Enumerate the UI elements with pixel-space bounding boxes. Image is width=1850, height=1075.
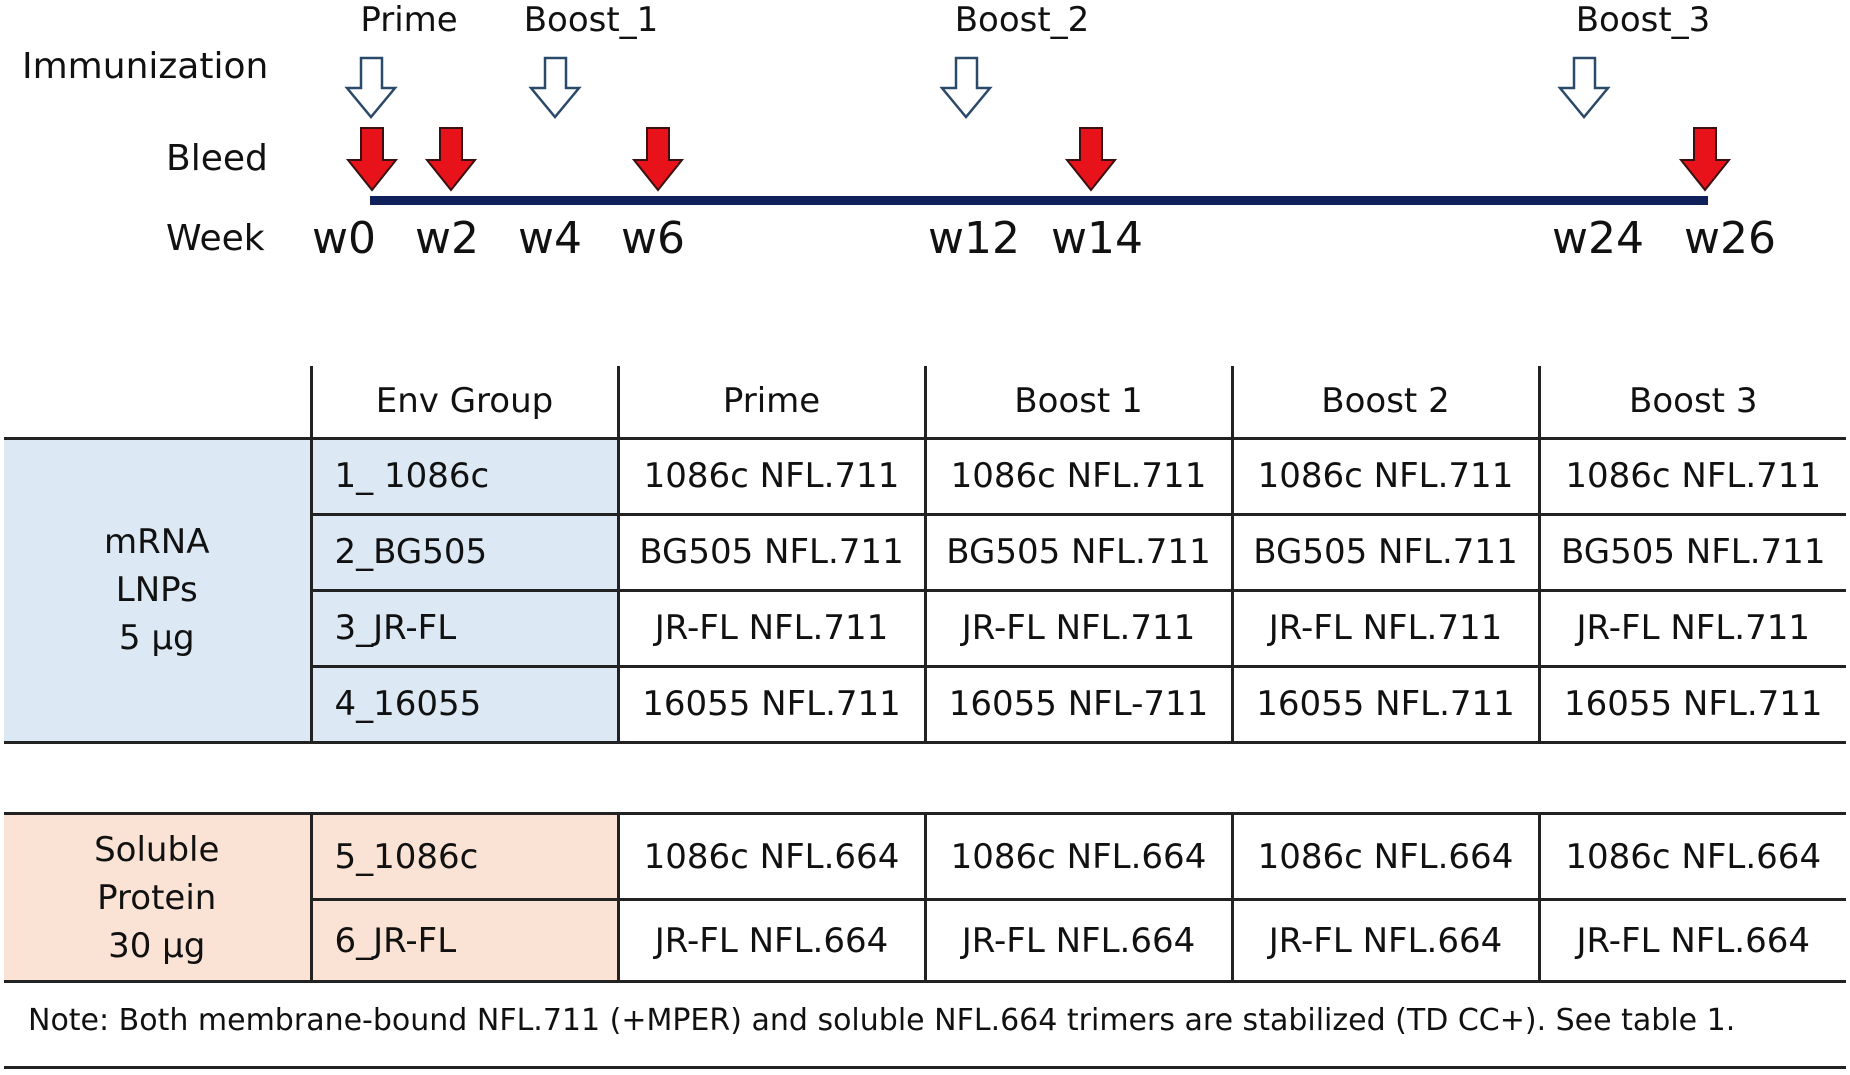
immunogen-cell: 1086c NFL.711 [923,438,1232,514]
env-group-cell: 1_ 1086c [309,438,618,514]
bleed-row-label: Bleed [166,138,268,179]
immunogen-cell: 1086c NFL.711 [1230,438,1539,514]
protein-label-line: Soluble [94,829,220,870]
table-row: 3_JR-FL JR-FL NFL.711 JR-FL NFL.711 JR-F… [4,590,1846,666]
immunogen-cell: BG505 NFL.711 [1230,514,1539,590]
immunization-label-boost-1: Boost_1 [523,0,659,40]
header-boost-3: Boost 3 [1537,366,1846,438]
env-group-cell: 3_JR-FL [309,590,618,666]
immunogen-cell: 1086c NFL.711 [1537,438,1846,514]
week-label: w24 [1552,213,1644,264]
env-group-cell: 6_JR-FL [309,899,618,982]
immunogen-cell: JR-FL NFL.664 [1537,899,1846,982]
bleed-arrow-icon [1678,127,1732,192]
bottom-rule [4,1066,1846,1069]
immunization-row-label: Immunization [22,46,269,87]
week-label: w26 [1684,213,1776,264]
immunogen-cell: 1086c NFL.664 [1537,813,1846,900]
env-group-cell: 5_1086c [309,813,618,900]
week-label: w0 [312,213,376,264]
immunogen-cell: JR-FL NFL.711 [1230,590,1539,666]
timeline-graphic [344,56,1732,205]
immunization-arrow-icon [1557,56,1611,119]
immunization-label-boost-3: Boost_3 [1575,0,1711,40]
week-label: w4 [518,213,582,264]
immunization-arrow-icon [528,56,582,119]
immunogen-cell: JR-FL NFL.664 [616,899,925,982]
immunogen-cell: 1086c NFL.711 [616,438,925,514]
week-label: w12 [928,213,1020,264]
env-group-cell: 4_16055 [309,666,618,742]
mrna-schedule-table: Env Group Prime Boost 1 Boost 2 Boost 3 … [4,366,1846,744]
mrna-label-line: mRNA [104,522,210,562]
protein-label-line: 30 µg [108,925,206,966]
bleed-arrow-icon [424,127,478,192]
protein-block-label: Soluble Protein 30 µg [4,813,311,983]
immunogen-cell: 16055 NFL.711 [1230,666,1539,742]
table-row: Soluble Protein 30 µg 5_1086c 1086c NFL.… [4,813,1846,983]
footnote: Note: Both membrane-bound NFL.711 (+MPER… [28,1003,1736,1038]
week-label: w14 [1051,213,1143,264]
week-label: w2 [415,213,479,264]
immunogen-cell: 1086c NFL.664 [1230,813,1539,900]
immunization-arrow-icon [939,56,993,119]
mrna-label-line: LNPs [115,570,198,610]
immunogen-cell: JR-FL NFL.664 [1230,899,1539,982]
env-group-cell: 2_BG505 [309,514,618,590]
mrna-block-label: mRNA LNPs 5 µg [4,438,311,744]
table-row: 6_JR-FL JR-FL NFL.664 JR-FL NFL.664 JR-F… [4,899,1846,982]
immunogen-cell: 16055 NFL-711 [923,666,1232,742]
header-env-group: Env Group [309,366,618,438]
immunogen-cell: BG505 NFL.711 [1537,514,1846,590]
week-label: w6 [621,213,685,264]
immunization-arrow-icon [344,56,398,119]
table-row: 4_16055 16055 NFL.711 16055 NFL-711 1605… [4,666,1846,742]
table-header-row: Env Group Prime Boost 1 Boost 2 Boost 3 [4,366,1846,438]
table-row: mRNA LNPs 5 µg 1_ 1086c 1086c NFL.711 10… [4,438,1846,744]
immunization-label-boost-2: Boost_2 [954,0,1090,40]
header-empty-cell [4,366,311,438]
mrna-label-line: 5 µg [118,618,195,658]
immunogen-cell: JR-FL NFL.711 [923,590,1232,666]
header-prime: Prime [616,366,925,438]
immunogen-cell: 16055 NFL.711 [1537,666,1846,742]
immunogen-cell: 1086c NFL.664 [616,813,925,900]
immunogen-cell: JR-FL NFL.711 [1537,590,1846,666]
timeline-axis [370,196,1708,205]
immunogen-cell: JR-FL NFL.664 [923,899,1232,982]
table-row: 2_BG505 BG505 NFL.711 BG505 NFL.711 BG50… [4,514,1846,590]
immunization-label-prime: Prime [360,0,458,40]
header-boost-1: Boost 1 [923,366,1232,438]
immunogen-cell: BG505 NFL.711 [616,514,925,590]
bleed-arrow-icon [1064,127,1118,192]
bleed-arrow-icon [631,127,685,192]
immunogen-cell: 1086c NFL.664 [923,813,1232,900]
immunogen-cell: 16055 NFL.711 [616,666,925,742]
header-boost-2: Boost 2 [1230,366,1539,438]
protein-label-line: Protein [97,877,217,918]
immunogen-cell: BG505 NFL.711 [923,514,1232,590]
week-row-label: Week [166,218,265,259]
protein-schedule-table: Soluble Protein 30 µg 5_1086c 1086c NFL.… [4,812,1846,983]
immunogen-cell: JR-FL NFL.711 [616,590,925,666]
bleed-arrow-icon [345,127,399,192]
